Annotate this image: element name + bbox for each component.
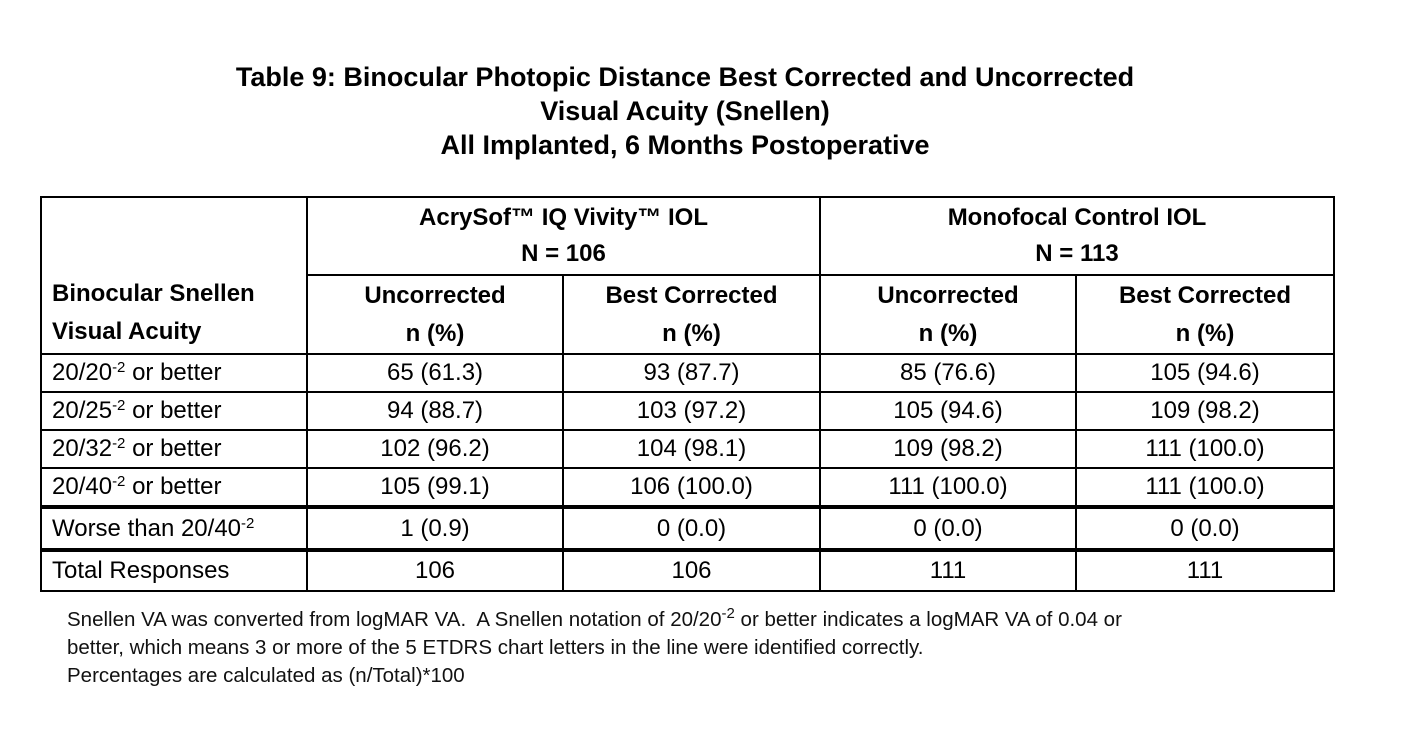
visual-acuity-table: AcrySof™ IQ Vivity™ IOL N = 106 Monofoca… [40, 196, 1336, 592]
subheader-cell: Best Corrected n (%) [1074, 274, 1336, 355]
table-row: 20/32-2 or better 102 (96.2) 104 (98.1) … [40, 429, 1336, 469]
row-label: 20/25-2 or better [40, 391, 308, 431]
table-title: Table 9: Binocular Photopic Distance Bes… [0, 60, 1370, 162]
table-cell: 85 (76.6) [819, 353, 1077, 393]
worse-row: Worse than 20/40-2 1 (0.9) 0 (0.0) 0 (0.… [40, 505, 1336, 551]
table-cell: 94 (88.7) [306, 391, 564, 431]
table-cell: 104 (98.1) [562, 429, 821, 469]
group-n: N = 113 [1035, 240, 1119, 267]
total-row: Total Responses 106 106 111 111 [40, 548, 1336, 592]
row-label-text: 20/32 [52, 435, 113, 462]
footnote-line-1: Snellen VA was converted from logMAR VA.… [67, 606, 1367, 634]
subheader-cell: Uncorrected n (%) [306, 274, 564, 355]
row-label-text: 20/25 [52, 397, 113, 424]
table-cell: 106 [306, 548, 564, 592]
footnote-line-2: better, which means 3 or more of the 5 E… [67, 636, 924, 659]
subheader-label: Best Corrected [1118, 281, 1292, 309]
table-row: 20/25-2 or better 94 (88.7) 103 (97.2) 1… [40, 391, 1336, 431]
table-cell: 111 (100.0) [1074, 429, 1336, 469]
row-label: Worse than 20/40-2 [40, 505, 308, 551]
row-label-text: 20/20 [52, 359, 113, 386]
row-label: 20/32-2 or better [40, 429, 308, 469]
footnote-text: or better indicates a logMAR VA of 0.04 … [734, 608, 1122, 631]
table-cell: 105 (94.6) [819, 391, 1077, 431]
table-cell: 103 (97.2) [562, 391, 821, 431]
footnote-sup: -2 [721, 604, 735, 622]
table-cell: 109 (98.2) [1074, 391, 1336, 431]
stub-header-line-1: Binocular Snellen [52, 280, 255, 307]
subheader-label: Best Corrected [605, 281, 778, 309]
stub-header-line-2: Visual Acuity [52, 318, 202, 345]
subheader-label: Uncorrected [364, 281, 506, 309]
row-label-suffix: or better [125, 359, 222, 386]
row-label-sup: -2 [241, 514, 255, 532]
table-cell: 111 (100.0) [1074, 467, 1336, 508]
table-cell: 106 [562, 548, 821, 592]
row-label-sup: -2 [112, 472, 126, 490]
row-label-suffix: or better [125, 473, 222, 500]
table-cell: 111 [1074, 548, 1336, 592]
row-label-suffix: or better [125, 435, 222, 462]
table-footnotes: Snellen VA was converted from logMAR VA.… [67, 606, 1367, 690]
row-label-text: Worse than 20/40 [52, 514, 242, 542]
group-name: AcrySof™ IQ Vivity™ IOL [419, 204, 708, 231]
subheader-cell: Best Corrected n (%) [562, 274, 821, 355]
table-row: 20/40-2 or better 105 (99.1) 106 (100.0)… [40, 467, 1336, 508]
table-cell: 111 [819, 548, 1077, 592]
table-cell: 105 (99.1) [306, 467, 564, 508]
row-label-sup: -2 [112, 396, 126, 414]
group-header-row: AcrySof™ IQ Vivity™ IOL N = 106 Monofoca… [40, 196, 1336, 276]
group-name: Monofocal Control IOL [947, 204, 1207, 231]
table-cell: 93 (87.7) [562, 353, 821, 393]
subheader-unit: n (%) [1175, 319, 1235, 347]
subheader-unit: n (%) [405, 319, 465, 347]
row-label-suffix: or better [125, 397, 222, 424]
row-label: Total Responses [40, 548, 308, 592]
table-cell: 1 (0.9) [306, 505, 564, 551]
group-n: N = 106 [521, 240, 606, 267]
subheader-unit: n (%) [662, 319, 721, 347]
table-row: 20/20-2 or better 65 (61.3) 93 (87.7) 85… [40, 353, 1336, 393]
row-label-text: 20/40 [52, 473, 113, 500]
table-cell: 0 (0.0) [819, 505, 1077, 551]
title-line-2: Visual Acuity (Snellen) [540, 96, 830, 126]
table-cell: 105 (94.6) [1074, 353, 1336, 393]
stub-header-blank [40, 196, 308, 275]
table-cell: 106 (100.0) [562, 467, 821, 508]
subheader-row: Binocular Snellen Visual Acuity Uncorrec… [40, 274, 1336, 355]
table-cell: 65 (61.3) [306, 353, 564, 393]
table-cell: 102 (96.2) [306, 429, 564, 469]
table-cell: 111 (100.0) [819, 467, 1077, 508]
footnote-text: Snellen VA was converted from logMAR VA.… [67, 608, 722, 631]
subheader-label: Uncorrected [877, 281, 1019, 309]
row-label: 20/20-2 or better [40, 353, 308, 393]
table-cell: 109 (98.2) [819, 429, 1077, 469]
subheader-cell: Uncorrected n (%) [819, 274, 1077, 355]
title-line-3: All Implanted, 6 Months Postoperative [440, 130, 930, 160]
stub-header: Binocular Snellen Visual Acuity [40, 275, 308, 355]
title-line-1: Table 9: Binocular Photopic Distance Bes… [235, 62, 1135, 92]
row-label-sup: -2 [112, 358, 126, 376]
footnote-line-3: Percentages are calculated as (n/Total)*… [67, 664, 465, 687]
row-label: 20/40-2 or better [40, 467, 308, 508]
table-cell: 0 (0.0) [562, 505, 821, 551]
row-label-sup: -2 [112, 434, 126, 452]
table-cell: 0 (0.0) [1074, 505, 1336, 551]
subheader-unit: n (%) [918, 319, 978, 347]
group-header-vivity: AcrySof™ IQ Vivity™ IOL N = 106 [306, 196, 821, 276]
group-header-monofocal: Monofocal Control IOL N = 113 [818, 196, 1336, 276]
